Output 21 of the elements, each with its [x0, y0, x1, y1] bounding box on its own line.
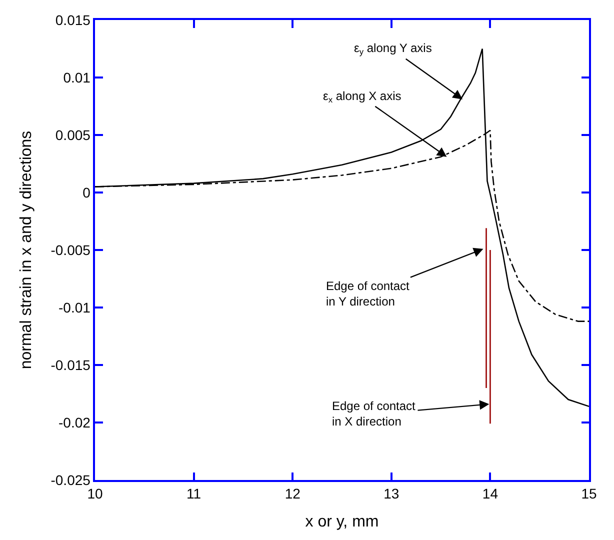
x-axis-title: x or y, mm [305, 514, 379, 531]
x-tick-label: 10 [87, 486, 103, 502]
y-tick-label: -0.005 [50, 242, 91, 258]
x-tick-label: 11 [186, 486, 202, 502]
annotation: ε$_{x}$ along X axis [323, 89, 402, 105]
y-tick-label: -0.02 [58, 414, 91, 430]
x-tick-label: 13 [384, 486, 400, 502]
y-tick-label: -0.01 [58, 299, 91, 316]
x-tick-label: 15 [581, 486, 597, 502]
y-tick-label: -0.025 [50, 472, 91, 488]
annotation: Edge of contact in Y direction [326, 279, 410, 309]
y-tick-label: 0.01 [63, 69, 91, 86]
annotation: Edge of contact in X direction [332, 399, 416, 429]
y-axis-title: normal strain in x and y directions [18, 130, 36, 370]
y-tick-label: 0.005 [55, 126, 91, 143]
y-tick-label: 0 [82, 184, 91, 200]
x-tick-label: 14 [482, 486, 498, 502]
y-tick-label: 0.015 [55, 12, 91, 28]
annotation: ε$_{y}$ along Y axis [354, 41, 432, 57]
y-tick-label: -0.015 [50, 356, 91, 373]
x-tick-label: 12 [284, 486, 301, 502]
